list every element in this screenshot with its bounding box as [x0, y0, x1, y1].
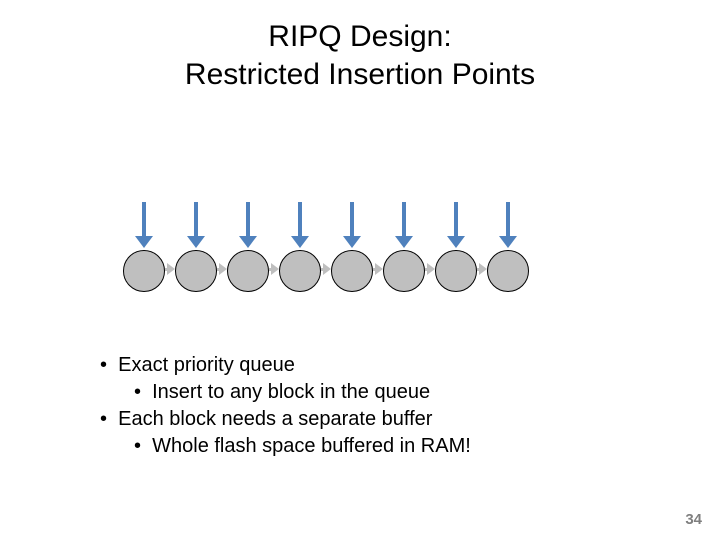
bullet-list: • Exact priority queue • Insert to any b…	[100, 352, 471, 460]
bullet-text: Each block needs a separate buffer	[118, 408, 432, 430]
queue-node	[175, 250, 217, 292]
bullet-text: Exact priority queue	[118, 354, 295, 376]
queue-node	[435, 250, 477, 292]
bullet-subitem: • Insert to any block in the queue	[134, 379, 471, 406]
queue-node	[227, 250, 269, 292]
bullet-text: Whole flash space buffered in RAM!	[152, 435, 471, 457]
queue-diagram	[0, 190, 720, 310]
title-line-2: Restricted Insertion Points	[185, 58, 535, 91]
queue-node	[279, 250, 321, 292]
queue-node	[331, 250, 373, 292]
queue-node	[123, 250, 165, 292]
bullet-item: • Exact priority queue	[100, 352, 471, 379]
bullet-subitem: • Whole flash space buffered in RAM!	[134, 433, 471, 460]
title-line-1: RIPQ Design:	[268, 20, 451, 53]
bullet-text: Insert to any block in the queue	[152, 381, 430, 403]
queue-node	[487, 250, 529, 292]
slide-title: RIPQ Design: Restricted Insertion Points	[0, 0, 720, 93]
queue-node	[383, 250, 425, 292]
bullet-item: • Each block needs a separate buffer	[100, 406, 471, 433]
page-number: 34	[685, 511, 702, 528]
